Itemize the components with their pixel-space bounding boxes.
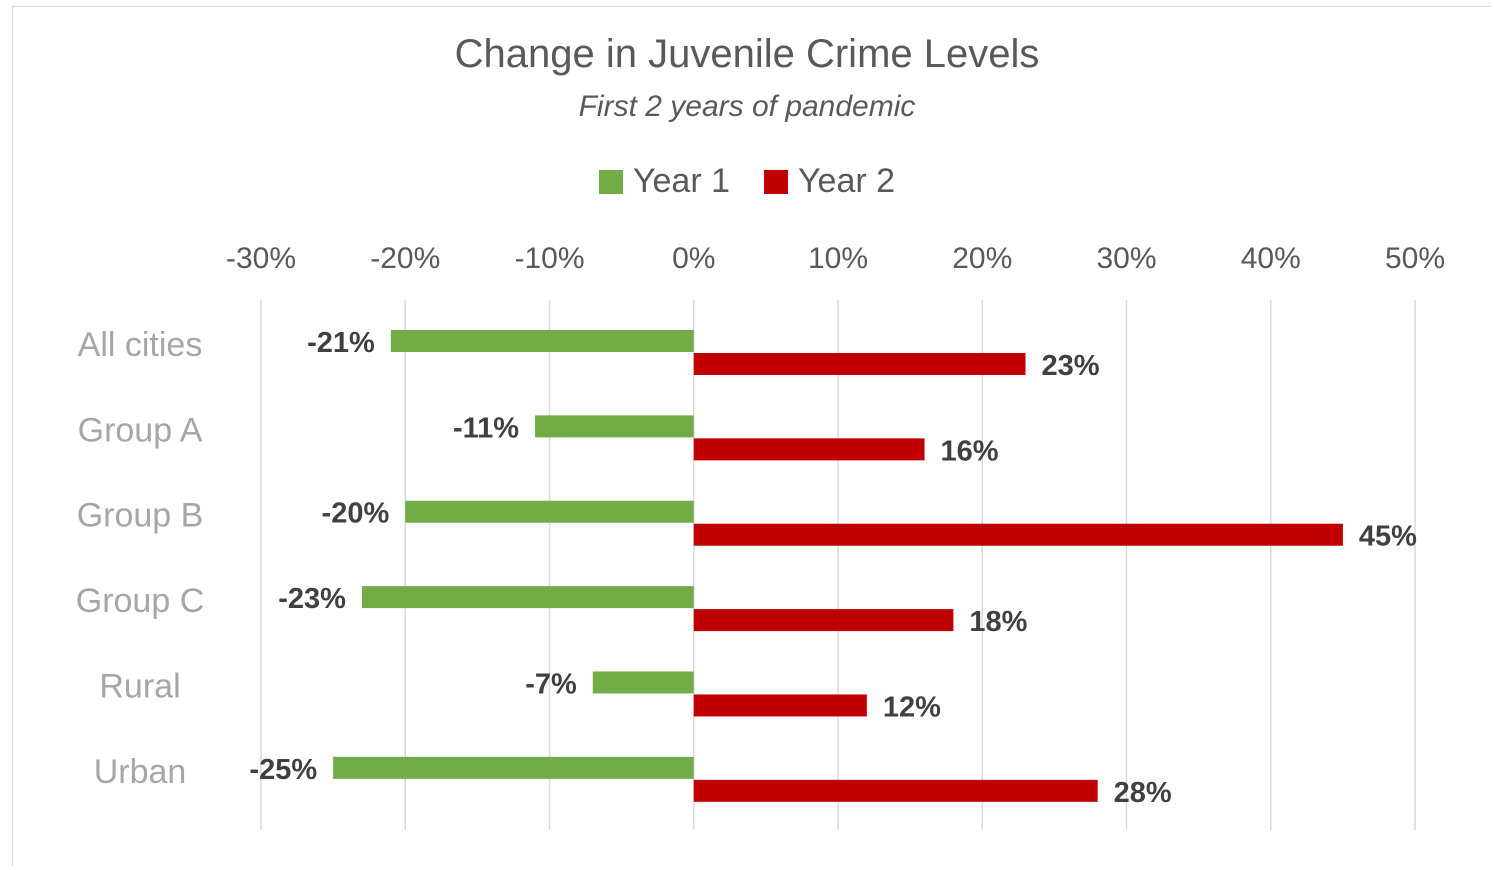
data-label-year-1: -25%: [249, 754, 317, 786]
data-label-year-2: 45%: [1359, 521, 1417, 553]
legend-item-year-1: Year 1: [598, 162, 730, 201]
category-label: Group B: [77, 497, 204, 535]
legend: Year 1 Year 2: [0, 162, 1494, 201]
x-tick-label: 40%: [1241, 242, 1301, 275]
x-tick-label: 50%: [1385, 242, 1445, 275]
bar-year-2: [693, 353, 1026, 375]
bar-year-1: [592, 671, 694, 694]
chart-subtitle: First 2 years of pandemic: [578, 90, 916, 123]
chart-frame: [12, 6, 1490, 866]
data-label-year-2: 16%: [941, 435, 999, 467]
data-label-year-1: -20%: [322, 498, 390, 530]
data-label-year-1: -21%: [307, 327, 375, 359]
x-tick-label: 20%: [952, 242, 1012, 275]
legend-label-year-2: Year 2: [798, 162, 896, 200]
data-label-year-2: 18%: [969, 606, 1027, 638]
data-label-year-1: -23%: [278, 583, 346, 615]
chart-title: Change in Juvenile Crime Levels: [454, 32, 1040, 76]
bar-year-1: [390, 330, 694, 352]
bar-year-2: [693, 694, 867, 717]
bar-year-1: [535, 415, 694, 438]
category-label: Group C: [76, 582, 205, 620]
bar-year-1: [333, 756, 694, 779]
x-tick-label: 30%: [1096, 242, 1156, 275]
data-label-year-2: 28%: [1114, 777, 1172, 809]
x-tick-label: -20%: [370, 242, 440, 275]
bar-year-2: [693, 779, 1098, 802]
x-tick-label: 0%: [672, 242, 715, 275]
legend-label-year-1: Year 1: [632, 162, 730, 200]
legend-swatch-year-2: [764, 169, 788, 194]
legend-swatch-year-1: [598, 169, 623, 194]
category-label: Group A: [78, 411, 203, 449]
bar-year-1: [361, 586, 694, 609]
data-label-year-1: -11%: [453, 412, 519, 444]
bar-year-2: [693, 609, 954, 632]
category-label: All cities: [78, 326, 203, 364]
x-tick-label: 10%: [808, 242, 868, 275]
legend-item-year-2: Year 2: [764, 162, 895, 201]
data-label-year-1: -7%: [525, 668, 577, 700]
x-tick-label: -10%: [514, 242, 584, 275]
bar-year-2: [693, 438, 925, 461]
bar-year-2: [693, 523, 1343, 546]
category-label: Urban: [94, 753, 187, 791]
data-label-year-2: 12%: [883, 691, 941, 723]
data-label-year-2: 23%: [1042, 350, 1100, 382]
category-label: Rural: [99, 667, 180, 705]
bar-year-1: [405, 500, 694, 523]
x-tick-label: -30%: [226, 242, 296, 275]
